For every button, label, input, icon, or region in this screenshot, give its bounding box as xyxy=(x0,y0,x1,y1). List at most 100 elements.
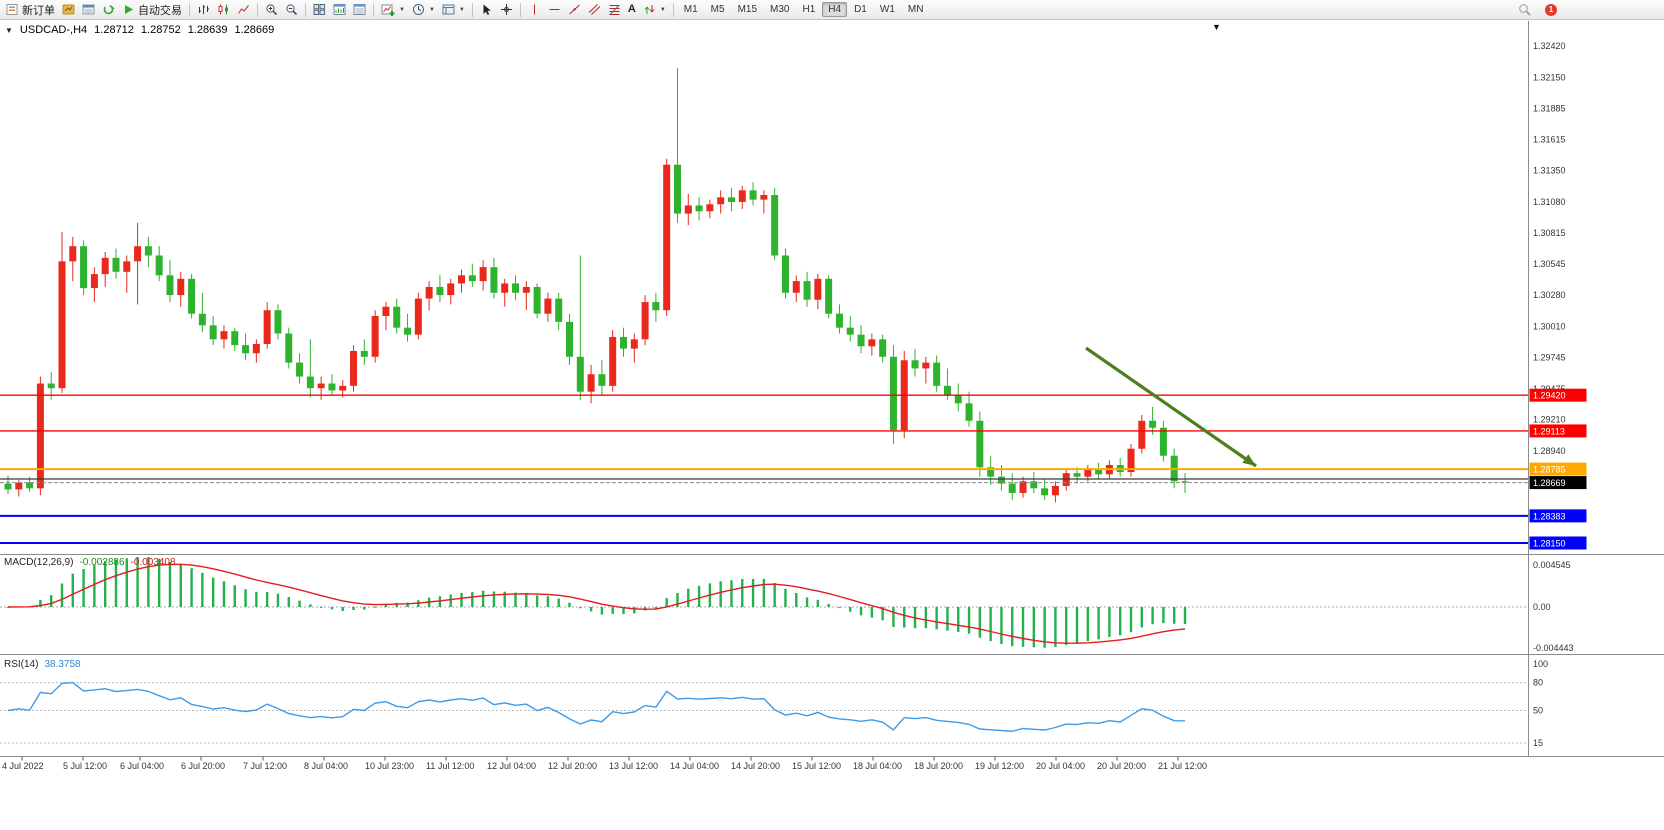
candle-bullish xyxy=(630,339,638,349)
indicators-button[interactable]: ▼ xyxy=(378,1,408,18)
trend-arrow[interactable] xyxy=(1085,346,1257,468)
timeframe-w1-button[interactable]: W1 xyxy=(879,4,895,15)
macd-histogram-bar xyxy=(633,607,636,614)
macd-histogram-bar xyxy=(363,607,366,610)
candle-bearish xyxy=(781,255,789,293)
timeframe-h1-button[interactable]: H1 xyxy=(802,4,816,15)
macd-histogram-bar xyxy=(6,607,10,608)
data-window-button[interactable] xyxy=(79,1,98,18)
chart-high-value: 1.28752 xyxy=(140,24,181,36)
time-axis-label: 18 Jul 20:00 xyxy=(914,761,963,771)
line-chart-button[interactable] xyxy=(234,1,253,18)
chart-shift-marker[interactable]: ▼ xyxy=(1212,22,1221,32)
periods-button[interactable]: ▼ xyxy=(409,1,438,18)
fibonacci-button[interactable] xyxy=(605,1,624,18)
auto-trading-button[interactable]: 自动交易 xyxy=(119,1,185,18)
candle-bullish xyxy=(501,283,509,293)
chart-window-button[interactable] xyxy=(330,1,349,18)
candle-bearish xyxy=(846,327,854,335)
candle-bearish xyxy=(889,356,897,431)
candle-bearish xyxy=(965,403,973,421)
candle-bullish xyxy=(350,350,358,386)
macd-histogram-bar xyxy=(903,607,906,628)
candle-bearish xyxy=(598,374,606,386)
candle-bearish xyxy=(1159,427,1167,456)
rsi-title: RSI(14) 38.3758 xyxy=(4,659,81,670)
macd-histogram-bar xyxy=(1119,607,1122,636)
zoom-out-button[interactable] xyxy=(282,1,301,18)
navigator-button[interactable] xyxy=(99,1,118,18)
tile-windows-icon xyxy=(313,4,326,15)
collapse-triangle-icon[interactable]: ▼ xyxy=(5,25,13,35)
crosshair-button[interactable] xyxy=(497,1,516,18)
notification-badge[interactable]: 1 xyxy=(1545,3,1557,16)
macd-histogram-bar xyxy=(762,578,766,607)
price-line-label xyxy=(1529,476,1587,490)
time-axis-label: 12 Jul 20:00 xyxy=(548,761,597,771)
timeframe-m30-button[interactable]: M30 xyxy=(770,4,790,15)
horizontal-line-button[interactable] xyxy=(545,1,564,18)
candle-bearish xyxy=(393,306,401,328)
candle-bullish xyxy=(717,197,725,205)
candle-bearish xyxy=(566,321,574,357)
fibonacci-icon xyxy=(609,5,620,15)
bar-chart-button[interactable] xyxy=(194,1,213,18)
toolbar-separator xyxy=(519,2,521,17)
macd-histogram-bar xyxy=(438,596,442,607)
vertical-line-button[interactable] xyxy=(525,1,544,18)
timeframe-mn-button[interactable]: MN xyxy=(907,4,924,15)
macd-histogram-bar xyxy=(190,568,193,607)
toolbar-separator xyxy=(373,2,374,17)
candle-bearish xyxy=(47,383,55,389)
candle-bullish xyxy=(123,261,131,272)
macd-histogram-bar xyxy=(784,588,787,607)
list-window-button[interactable] xyxy=(350,1,369,18)
macd-histogram-bar xyxy=(244,589,247,607)
timeframe-d1-button[interactable]: D1 xyxy=(854,4,867,15)
refresh-icon xyxy=(103,4,115,15)
search-icon[interactable] xyxy=(1518,3,1531,16)
candle-bearish xyxy=(771,194,779,256)
rsi-axis-label: 15 xyxy=(1533,738,1543,748)
zoom-in-button[interactable] xyxy=(262,1,281,18)
timeframe-group: M1 M5 M15 M30 H1 H4 D1 W1 MN xyxy=(678,2,930,17)
timeframe-m5-button[interactable]: M5 xyxy=(710,4,725,15)
new-order-button[interactable]: 新订单 xyxy=(3,1,58,18)
candle-bullish xyxy=(134,246,142,262)
candle-bearish xyxy=(188,278,196,314)
chart-symbol-period: USDCAD-,H4 xyxy=(19,24,88,36)
candle-bearish xyxy=(1181,481,1189,483)
price-tick-label: 1.32420 xyxy=(1533,41,1566,51)
channel-button[interactable] xyxy=(585,1,604,18)
macd-histogram-bar xyxy=(676,593,679,607)
timeframe-m15-button[interactable]: M15 xyxy=(737,4,758,15)
candle-bullish xyxy=(447,283,455,296)
cursor-button[interactable] xyxy=(477,1,496,18)
chart-window-icon xyxy=(333,4,346,15)
macd-histogram-bar xyxy=(352,607,355,611)
candle-bullish xyxy=(792,281,800,293)
text-label-button[interactable]: A xyxy=(625,1,639,18)
macd-histogram-bar xyxy=(179,563,182,607)
candle-bearish xyxy=(825,278,833,314)
arrows-button[interactable]: ▼ xyxy=(640,1,669,18)
timeframe-m1-button[interactable]: M1 xyxy=(683,4,698,15)
macd-histogram-bar xyxy=(751,578,755,607)
templates-button[interactable]: ▼ xyxy=(439,1,468,18)
market-watch-button[interactable] xyxy=(59,1,78,18)
candle-bullish xyxy=(339,385,347,391)
candle-bearish xyxy=(835,313,843,328)
candle-bearish xyxy=(1008,483,1016,493)
chart-low-value: 1.28639 xyxy=(187,24,228,36)
tile-windows-button[interactable] xyxy=(310,1,329,18)
rsi-line xyxy=(7,681,1186,733)
time-axis-label: 8 Jul 04:00 xyxy=(304,761,348,771)
price-line-label xyxy=(1529,462,1587,476)
candle-bearish xyxy=(296,362,304,377)
candlestick-chart-button[interactable] xyxy=(214,1,233,18)
candle-bearish xyxy=(997,476,1005,484)
price-line-label-text: 1.28669 xyxy=(1533,478,1566,488)
trendline-button[interactable] xyxy=(565,1,584,18)
timeframe-h4-button[interactable]: H4 xyxy=(822,2,848,17)
